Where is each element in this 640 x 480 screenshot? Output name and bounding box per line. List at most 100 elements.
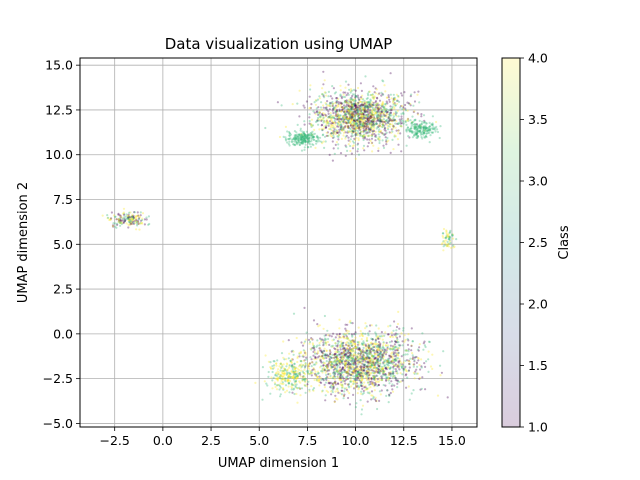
scatter-point [384,104,387,107]
scatter-point [378,399,381,402]
scatter-point [411,340,414,343]
scatter-point [316,323,319,326]
scatter-point [350,106,353,109]
scatter-point [371,124,374,127]
scatter-point [410,121,414,124]
scatter-point [359,118,362,121]
scatter-point [397,132,400,135]
scatter-point [355,122,358,125]
scatter-point [293,140,296,143]
scatter-point [320,127,323,130]
scatter-point [350,117,353,120]
scatter-point [347,110,351,113]
scatter-point [349,107,352,110]
scatter-point [334,132,337,135]
scatter-point [366,118,369,122]
scatter-point [378,141,381,145]
scatter-point [343,126,346,129]
scatter-point [311,136,314,139]
scatter-point [330,132,333,135]
scatter-point [394,363,397,366]
scatter-point [326,365,329,368]
scatter-point [349,113,352,116]
scatter-point [399,120,402,123]
scatter-point [364,104,367,107]
scatter-point [330,132,333,135]
scatter-point [331,104,334,107]
scatter-point [347,383,350,386]
scatter-point [442,236,445,239]
scatter-point [409,119,412,122]
scatter-point [415,368,418,371]
scatter-point [362,129,365,132]
scatter-point [294,369,297,372]
scatter-point [374,123,377,126]
scatter-point [330,386,333,389]
scatter-point [373,354,376,357]
scatter-point [372,119,375,122]
scatter-point [324,124,327,127]
scatter-point [342,121,345,124]
scatter-point [323,369,326,372]
scatter-point [374,112,377,115]
scatter-point [371,119,374,122]
scatter-point [370,355,373,358]
scatter-point [363,110,366,113]
scatter-point [379,131,382,134]
colorbar-tick-label: 1.0 [528,420,548,435]
scatter-point [360,100,363,104]
scatter-point [394,368,397,371]
scatter-point [425,130,428,133]
scatter-point [389,109,392,112]
scatter-point [355,109,359,112]
scatter-point [364,137,367,140]
scatter-point [445,245,448,248]
scatter-point [301,134,304,137]
scatter-point [350,116,353,119]
scatter-point [342,93,345,96]
scatter-point [360,118,363,121]
scatter-point [405,144,408,147]
scatter-point [372,116,375,119]
scatter-point [386,376,389,379]
scatter-point [374,368,377,371]
scatter-point [384,132,387,135]
scatter-point [378,92,381,95]
scatter-point [343,107,346,110]
scatter-point [330,126,333,129]
scatter-point [357,102,360,105]
scatter-point [367,114,370,117]
scatter-point [382,123,385,126]
scatter-point [356,112,359,115]
scatter-point [285,358,288,361]
scatter-point [279,377,282,380]
scatter-point [400,119,403,122]
scatter-point [329,376,332,379]
scatter-point [405,349,408,352]
scatter-point [362,98,365,101]
scatter-point [367,119,370,122]
scatter-point [320,338,323,341]
scatter-point [320,112,324,116]
scatter-point [348,113,351,116]
scatter-point [419,127,422,130]
scatter-point [369,116,372,120]
scatter-point [359,118,362,121]
scatter-point [362,121,365,124]
scatter-point [325,123,328,126]
scatter-point [377,340,381,344]
scatter-point [351,106,354,109]
scatter-point [309,106,312,110]
scatter-point [339,124,342,127]
scatter-point [382,106,385,109]
scatter-point [336,345,339,348]
scatter-point [349,110,352,113]
scatter-point [368,138,371,141]
scatter-point [349,363,352,366]
scatter-point [365,125,368,128]
scatter-point [346,110,349,113]
scatter-point [424,365,427,368]
scatter-point [310,118,314,121]
scatter-point [383,113,386,116]
scatter-point [386,124,389,127]
